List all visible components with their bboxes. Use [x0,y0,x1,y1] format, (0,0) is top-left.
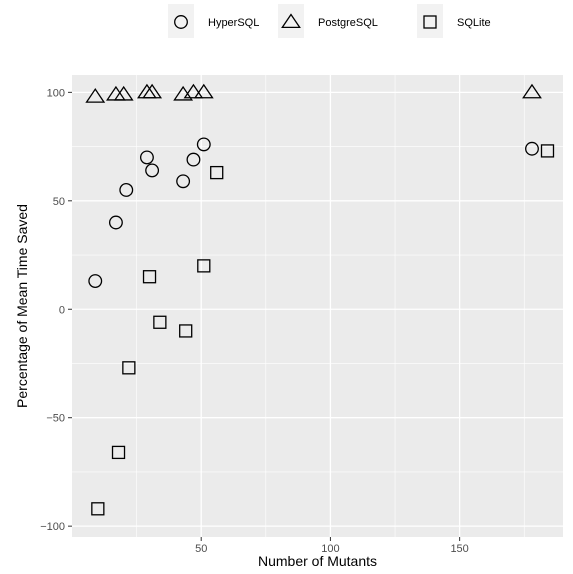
triangle-point [183,83,204,99]
legend-circle-icon [174,15,188,29]
x-tick-label: 150 [450,543,468,555]
square-point [153,315,167,329]
y-tick-label: 50 [53,196,65,208]
legend-entry-sqlite: SQLite [417,4,491,38]
triangle-point [142,83,163,99]
legend-key-background [417,4,443,38]
square-point [197,259,211,273]
legend-triangle-icon [281,13,301,29]
square-point [122,361,136,375]
triangle-point [522,83,542,99]
square-point [111,445,126,460]
circle-point [186,152,201,167]
plot-panel [72,75,563,537]
circle-point [196,137,211,152]
legend-label: HyperSQL [208,17,259,29]
square-point [210,165,224,180]
legend-key-background [278,4,304,38]
triangle-point [193,83,214,99]
triangle-point [113,85,134,101]
legend-background [160,0,500,42]
circle-point [525,141,539,156]
series-hypersql [88,137,539,289]
legend-entry-hypersql: HyperSQL [168,4,259,38]
legend-entry-postgresql: PostgreSQL [278,4,378,38]
y-axis: −100 −50 0 50 100 [40,87,72,533]
legend-label: PostgreSQL [318,17,378,29]
legend-label: SQLite [457,17,491,29]
square-point [540,144,555,158]
square-point [142,270,157,284]
series-postgresql [85,83,542,103]
y-tick-label: 100 [47,87,65,99]
x-axis-title: Number of Mutants [258,553,377,569]
circle-point [88,274,103,289]
circle-point [145,163,160,178]
grid [72,75,563,537]
circle-point [139,150,154,165]
y-tick-label: 0 [59,304,65,316]
x-tick-label: 100 [321,543,339,555]
x-axis: 50 100 150 [195,537,469,555]
square-point [91,502,105,516]
y-tick-label: −50 [46,413,65,425]
y-axis-title: Percentage of Mean Time Saved [14,204,30,408]
legend-key-background [168,4,194,38]
data-points [85,83,555,516]
triangle-point [85,88,106,103]
x-tick-label: 50 [195,543,207,555]
circle-point [108,215,123,230]
circle-point [176,174,191,189]
square-point [179,324,193,338]
y-tick-label: −100 [40,521,65,533]
circle-point [119,183,134,197]
legend: HyperSQL PostgreSQL SQLite [160,0,500,42]
series-sqlite [91,144,555,516]
legend-square-icon [423,15,437,29]
